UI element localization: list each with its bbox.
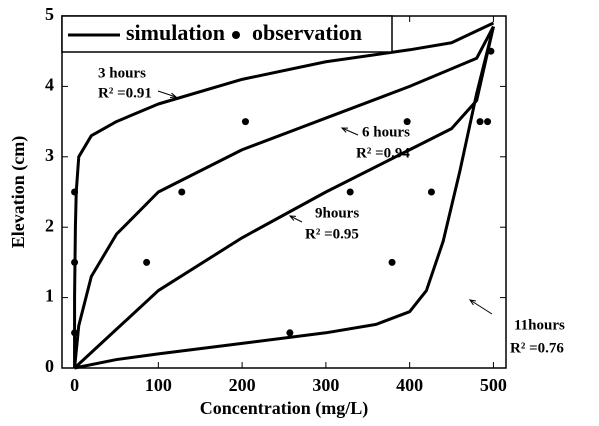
annotation-label: 9hours <box>315 205 359 221</box>
y-tick-label: 3 <box>45 145 54 165</box>
annotation-label: 3 hours <box>98 65 146 81</box>
annotation-arrowhead <box>169 92 178 98</box>
annotation-arrowhead <box>288 215 297 221</box>
annotation-arrow <box>157 90 177 98</box>
y-tick-label: 5 <box>45 4 54 24</box>
observation-point <box>71 188 79 196</box>
x-tick-label: 200 <box>229 375 256 395</box>
observation-point <box>241 118 249 126</box>
annotation-arrow <box>469 299 493 315</box>
y-tick-label: 0 <box>45 356 54 376</box>
observation-point <box>143 258 151 266</box>
observation-point <box>346 188 354 196</box>
y-tick-label: 4 <box>45 75 54 95</box>
simulation-curve <box>73 25 495 369</box>
observation-point <box>178 188 186 196</box>
y-tick-label: 2 <box>45 215 54 235</box>
annotation-arrow <box>289 215 303 223</box>
legend-label: observation <box>252 20 362 45</box>
y-axis-label: Elevation (cm) <box>8 136 29 248</box>
annotation-arrow <box>341 127 359 136</box>
annotation-label: 6 hours <box>362 124 410 140</box>
simulation-curve <box>73 26 495 370</box>
annotation-arrowhead <box>468 299 476 306</box>
annotation-arrowhead <box>340 127 349 133</box>
annotation-r2: R² =0.95 <box>305 226 359 242</box>
x-tick-label: 0 <box>70 375 79 395</box>
x-tick-label: 500 <box>480 375 507 395</box>
observation-point <box>484 118 492 126</box>
annotation-label: 11hours <box>514 317 565 333</box>
annotation-r2: R² =0.76 <box>510 340 564 356</box>
x-tick-label: 100 <box>145 375 172 395</box>
observation-point <box>388 258 396 266</box>
simulation-curve <box>73 21 495 368</box>
annotation-r2: R² =0.94 <box>356 145 410 161</box>
x-axis-label: Concentration (mg/L) <box>200 398 368 419</box>
x-tick-label: 400 <box>396 375 423 395</box>
observation-point <box>487 47 495 55</box>
observation-point <box>71 258 79 266</box>
observation-point <box>403 118 411 126</box>
legend-label: simulation <box>126 20 225 45</box>
simulation-curve <box>74 26 495 370</box>
legend-dot <box>232 31 240 39</box>
y-tick-label: 1 <box>45 286 54 306</box>
observation-point <box>427 188 435 196</box>
observation-point <box>286 329 294 337</box>
x-tick-label: 300 <box>312 375 339 395</box>
observation-point <box>71 329 79 337</box>
annotation-r2: R² =0.91 <box>98 85 152 101</box>
observation-point <box>476 118 484 126</box>
